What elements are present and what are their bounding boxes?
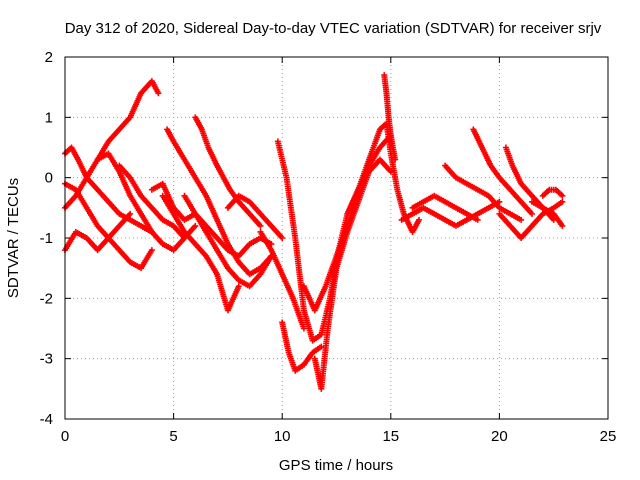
series-arc-14 <box>274 138 362 344</box>
data-layer <box>62 72 566 392</box>
data-point-marker <box>192 222 199 229</box>
y-tick-label: -2 <box>40 290 53 307</box>
series-arc-11 <box>181 192 275 290</box>
series-arc-23 <box>470 126 535 217</box>
y-tick-label: 0 <box>45 170 53 187</box>
y-axis-title: SDTVAR / TECUs <box>5 178 22 298</box>
series-arc-03 <box>62 210 134 254</box>
series-arc-16 <box>311 156 394 392</box>
series-arc-08 <box>159 192 242 314</box>
series-arc-01 <box>62 78 162 211</box>
series-arc-25 <box>496 198 566 241</box>
series-arc-09 <box>164 126 275 278</box>
x-tick-label: 10 <box>274 428 291 445</box>
series-arc-22 <box>442 162 525 223</box>
series-arc-15 <box>279 319 325 374</box>
data-point-marker <box>518 216 525 223</box>
x-axis-title: GPS time / hours <box>279 457 393 474</box>
data-point-marker <box>155 90 162 97</box>
y-tick-label: 2 <box>45 49 53 66</box>
y-tick-label: -3 <box>40 351 53 368</box>
data-point-marker <box>559 222 566 229</box>
series-arc-19 <box>381 72 399 163</box>
y-tick-label: 1 <box>45 109 53 126</box>
data-point-marker <box>528 210 535 217</box>
data-point-marker <box>392 156 399 163</box>
data-point-marker <box>235 283 242 290</box>
y-tick-label: -4 <box>40 411 53 428</box>
series-arc-10 <box>192 114 264 229</box>
data-point-marker <box>181 235 188 241</box>
data-point-marker <box>148 247 155 254</box>
data-point-marker <box>300 325 307 332</box>
series-arc-18 <box>344 120 423 235</box>
data-point-marker <box>318 343 325 350</box>
data-point-marker <box>559 192 566 199</box>
series-arc-27 <box>539 186 566 199</box>
data-point-marker <box>416 216 423 223</box>
chart-title: Day 312 of 2020, Sidereal Day-to-day VTE… <box>65 20 602 37</box>
plot-frame <box>64 56 609 420</box>
x-tick-label: 25 <box>600 428 617 445</box>
data-point-marker <box>474 216 481 223</box>
series-arc-13 <box>257 228 307 332</box>
x-tick-label: 5 <box>169 428 177 445</box>
data-point-marker <box>387 168 394 175</box>
series-arc-21 <box>409 192 481 223</box>
y-tick-label: -1 <box>40 230 53 247</box>
tick-layer: 0 5 10 15 20 25 -4 -3 -2 -1 0 1 2 <box>40 49 617 445</box>
series-arc-12 <box>224 192 286 241</box>
data-point-marker <box>257 222 264 229</box>
data-point-marker <box>127 210 134 217</box>
data-point-marker <box>496 198 503 205</box>
series-arc-06 <box>116 162 188 241</box>
series-arc-04 <box>62 180 155 272</box>
grid-layer <box>65 57 608 419</box>
x-tick-label: 0 <box>61 428 69 445</box>
series-arc-26 <box>528 198 566 229</box>
x-tick-label: 20 <box>491 428 508 445</box>
data-point-marker <box>279 235 286 241</box>
x-tick-label: 15 <box>382 428 399 445</box>
data-point-marker <box>559 198 566 205</box>
